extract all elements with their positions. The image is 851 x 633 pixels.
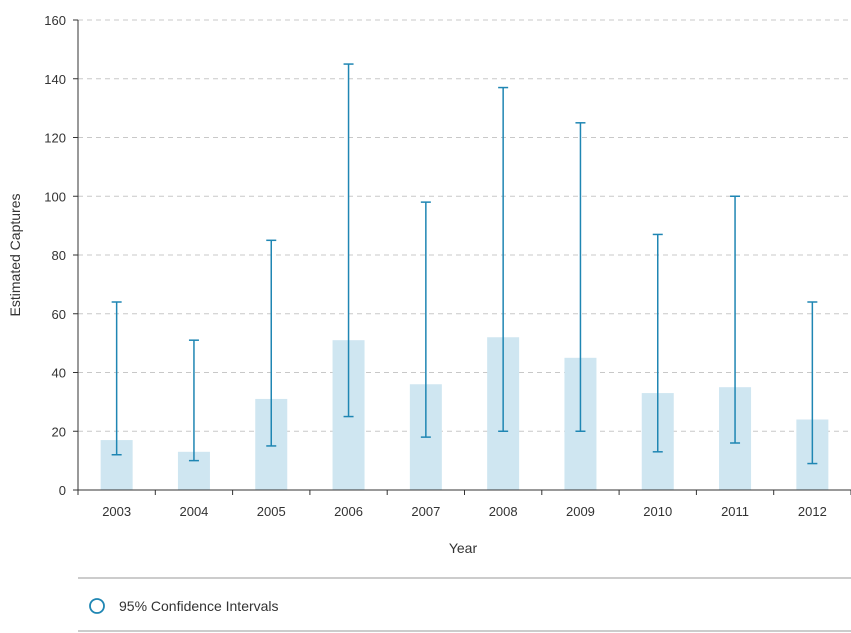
y-tick-label: 120 — [44, 131, 66, 146]
x-tick-label: 2012 — [798, 504, 827, 519]
legend-marker-icon[interactable] — [89, 598, 105, 614]
x-tick-label: 2010 — [643, 504, 672, 519]
x-tick-label: 2005 — [257, 504, 286, 519]
y-tick-label: 20 — [52, 424, 66, 439]
gridlines — [78, 19, 851, 432]
y-tick-label: 0 — [59, 483, 66, 498]
y-tick-label: 60 — [52, 307, 66, 322]
y-tick-label: 140 — [44, 72, 66, 87]
y-tick-label: 160 — [44, 13, 66, 28]
legend-entry-ci[interactable]: 95% Confidence Intervals — [119, 598, 279, 614]
y-tick-label: 40 — [52, 366, 66, 381]
x-tick-labels: 2003 2004 2005 2006 2007 2008 2009 2010 2011 2012 — [102, 504, 827, 519]
y-tick-label: 80 — [52, 248, 66, 263]
axes — [73, 19, 851, 495]
x-tick-label: 2011 — [721, 504, 749, 519]
y-tick-labels: 0 20 40 60 80 100 120 140 160 — [44, 13, 66, 498]
y-axis-title: Estimated Captures — [7, 194, 23, 317]
x-tick-label: 2007 — [411, 504, 440, 519]
legend: 95% Confidence Intervals — [78, 577, 851, 632]
x-tick-label: 2004 — [179, 504, 208, 519]
y-tick-label: 100 — [44, 189, 66, 204]
x-tick-label: 2003 — [102, 504, 131, 519]
x-tick-label: 2006 — [334, 504, 363, 519]
x-axis-title: Year — [449, 540, 478, 556]
x-tick-label: 2009 — [566, 504, 595, 519]
bars — [100, 337, 829, 490]
error-bars — [111, 63, 818, 465]
x-tick-label: 2008 — [489, 504, 518, 519]
